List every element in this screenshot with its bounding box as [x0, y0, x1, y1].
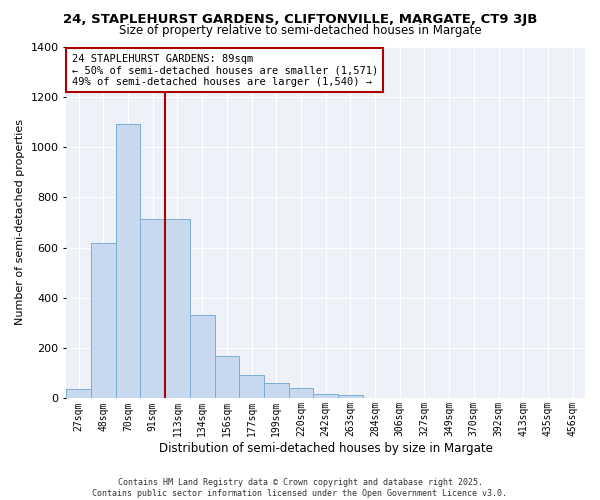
Bar: [215, 356, 239, 399]
Bar: [338, 396, 363, 398]
Bar: [190, 316, 215, 398]
Bar: [313, 394, 338, 398]
Y-axis label: Number of semi-detached properties: Number of semi-detached properties: [15, 120, 25, 326]
Bar: [165, 218, 190, 398]
Bar: [289, 388, 313, 398]
X-axis label: Distribution of semi-detached houses by size in Margate: Distribution of semi-detached houses by …: [159, 442, 493, 455]
Bar: [264, 384, 289, 398]
Bar: [67, 389, 91, 398]
Bar: [91, 242, 116, 398]
Text: Contains HM Land Registry data © Crown copyright and database right 2025.
Contai: Contains HM Land Registry data © Crown c…: [92, 478, 508, 498]
Bar: [116, 124, 140, 398]
Text: Size of property relative to semi-detached houses in Margate: Size of property relative to semi-detach…: [119, 24, 481, 37]
Bar: [239, 374, 264, 398]
Text: 24, STAPLEHURST GARDENS, CLIFTONVILLE, MARGATE, CT9 3JB: 24, STAPLEHURST GARDENS, CLIFTONVILLE, M…: [63, 12, 537, 26]
Bar: [140, 218, 165, 398]
Text: 24 STAPLEHURST GARDENS: 89sqm
← 50% of semi-detached houses are smaller (1,571)
: 24 STAPLEHURST GARDENS: 89sqm ← 50% of s…: [71, 54, 378, 86]
